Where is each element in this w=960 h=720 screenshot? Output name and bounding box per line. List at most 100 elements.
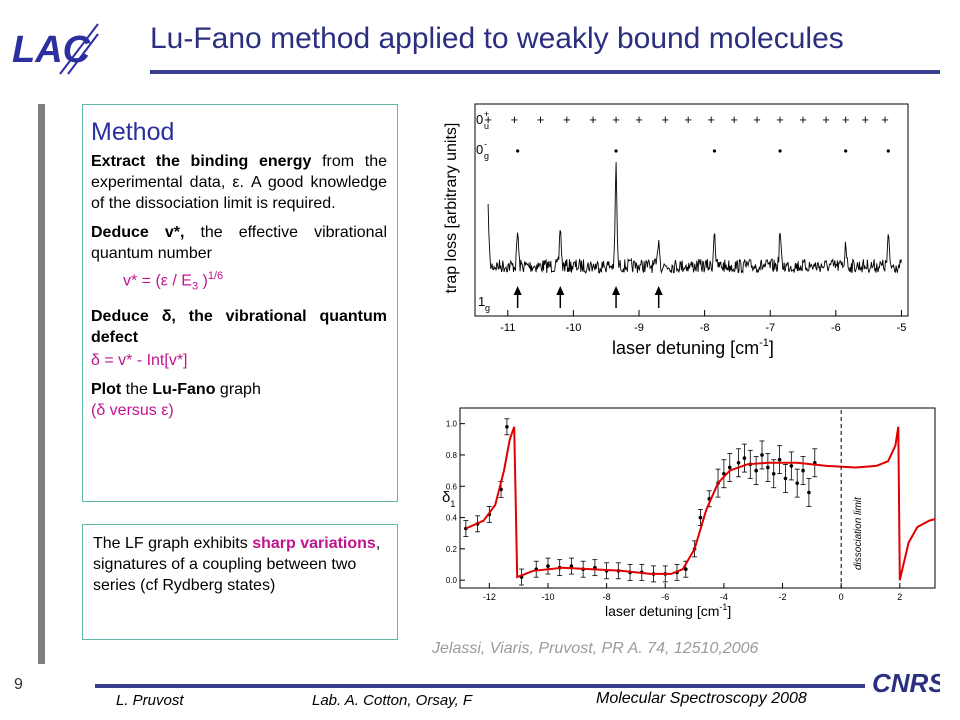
chart2-xtick-label: -10 — [541, 592, 554, 602]
method-step-plot: Plot the Lu-Fano graph — [91, 379, 387, 400]
label-1g-main: 1 — [478, 294, 485, 309]
chart2-ytick-label: 0.2 — [446, 545, 458, 554]
plus-marker: + — [563, 112, 571, 127]
plus-marker: + — [881, 112, 889, 127]
step-plot-lufano: Lu-Fano — [152, 380, 216, 398]
chart2-ylabel-sub: 1 — [450, 499, 455, 509]
vstar-formula-sup: 1/6 — [207, 270, 224, 282]
dot-marker — [614, 149, 618, 153]
chart1-xtick-label: -8 — [700, 322, 710, 334]
footer-rule — [95, 684, 865, 688]
plus-marker: + — [799, 112, 807, 127]
chart1-xlabel-close: ] — [769, 338, 774, 358]
series-label-1g: 1 g — [478, 294, 490, 313]
step-extract-text: from the experimental data, ε. A good kn… — [91, 153, 388, 212]
chart1-markers: + + + + + + + + + + + + + + + + + + — [484, 112, 890, 308]
chart2-ytick-label: 0.0 — [446, 576, 458, 585]
dot-marker — [886, 149, 890, 153]
chart2-ytick-label: 1.0 — [446, 420, 458, 429]
chart2-xlabel-sup: -1 — [719, 602, 727, 612]
chart2-xlabel-main: laser detuning [cm — [605, 603, 719, 619]
chart2-xtick-label: 0 — [839, 592, 844, 602]
method-heading: Method — [91, 118, 175, 146]
chart2-xtick-label: -2 — [779, 592, 787, 602]
method-step-extract: Extract the binding energy from the expe… — [91, 151, 387, 214]
lf-note-text-before: The LF graph exhibits — [93, 535, 248, 552]
trap-loss-trace — [487, 162, 902, 274]
label-0u-sub: u — [484, 121, 489, 131]
chart1-xlabel-sup: -1 — [759, 337, 769, 349]
data-point — [505, 424, 509, 429]
chart1-xtick-label: -6 — [831, 322, 841, 334]
plus-marker: + — [635, 112, 643, 127]
chart2-ytick-label: 0.8 — [446, 451, 458, 460]
method-step-deduce-vstar: Deduce v*, the effective vibrational qua… — [91, 222, 387, 264]
lf-note-box: The LF graph exhibits sharp variations, … — [82, 524, 398, 640]
chart1-xtick-label: -5 — [897, 322, 907, 334]
data-point — [795, 481, 799, 485]
data-point — [742, 456, 747, 460]
chart2-ylabel: δ1 — [442, 489, 455, 509]
arrow-marker-head — [654, 286, 663, 295]
slide-title: Lu-Fano method applied to weakly bound m… — [150, 22, 844, 55]
chart2-ytick-label: 0.6 — [446, 482, 458, 491]
plus-marker: + — [589, 112, 597, 127]
lf-note-text-after: , signatures of a coupling between two s… — [93, 535, 381, 594]
chart2-frame — [459, 407, 936, 589]
step-extract-bold: Extract the binding energy — [91, 153, 312, 170]
plus-marker: + — [753, 112, 761, 127]
plus-marker: + — [707, 112, 715, 127]
lac-logo: LAC — [12, 23, 99, 75]
label-0u-sup: + — [484, 109, 489, 119]
chart1-xtick-label: -10 — [565, 322, 581, 334]
data-point — [801, 468, 805, 473]
dot-marker — [778, 149, 782, 153]
delta-formula: δ = v* - Int[v*] — [91, 351, 188, 369]
step-plot-graph: graph — [219, 380, 261, 398]
plus-marker: + — [511, 112, 519, 127]
chart1-ylabel: trap loss [arbitrary units] — [443, 123, 460, 294]
dot-marker — [516, 149, 520, 153]
vstar-formula-close: ) — [198, 272, 208, 290]
lu-fano-fit-curve — [465, 426, 936, 581]
method-step-deduce-delta: Deduce δ, the vibrational quantum defect — [91, 306, 387, 348]
series-label-0u-plus: 0 + u — [476, 109, 489, 131]
chart2-xtick-label: -6 — [661, 592, 669, 602]
data-point — [807, 490, 811, 495]
data-point — [698, 515, 703, 520]
citation: Jelassi, Viaris, Pruvost, PR A. 74, 1251… — [432, 640, 759, 657]
data-point — [771, 471, 776, 476]
left-decorative-bar — [38, 104, 45, 664]
label-1g-sub: g — [485, 303, 490, 313]
step-plot-bold: Plot — [91, 380, 122, 398]
plus-marker: + — [822, 112, 830, 127]
dot-marker — [712, 149, 717, 153]
dot-marker — [844, 149, 848, 153]
step-plot-the: the — [125, 380, 148, 398]
cnrs-logo-text: CNRS — [872, 668, 940, 698]
vstar-formula-main: v* = (ε / E — [123, 272, 192, 290]
chart2-xlabel-close: ] — [727, 603, 731, 619]
plus-marker: + — [730, 112, 738, 127]
chart1-x-ticks: -11 -10 -9 -8 -7 -6 -5 — [500, 310, 906, 334]
plus-marker: + — [484, 112, 492, 127]
step-vstar-text: the effective vibrational quantum number — [91, 224, 387, 262]
data-point — [760, 453, 764, 457]
vstar-formula: v* = (ε / E3 )1/6 — [91, 266, 387, 298]
cnrs-logo: CNRS — [872, 668, 940, 698]
label-0g-sub: g — [484, 151, 489, 161]
chart2-ylabel-main: δ — [442, 489, 450, 506]
chart2-xtick-label: 2 — [897, 592, 902, 602]
data-point — [727, 465, 732, 470]
plus-marker: + — [842, 112, 850, 127]
chart1-xtick-label: -9 — [634, 322, 644, 334]
data-point — [683, 567, 688, 572]
lf-note-highlight: sharp variations — [252, 535, 376, 552]
data-point — [783, 476, 788, 481]
step-delta-bold: Deduce δ, the vibrational quantum defect — [91, 307, 387, 346]
data-point — [766, 465, 770, 470]
data-point — [754, 468, 758, 473]
chart2-xtick-label: -4 — [720, 592, 728, 602]
chart1-xtick-label: -11 — [500, 322, 515, 334]
plus-marker: + — [661, 112, 669, 127]
